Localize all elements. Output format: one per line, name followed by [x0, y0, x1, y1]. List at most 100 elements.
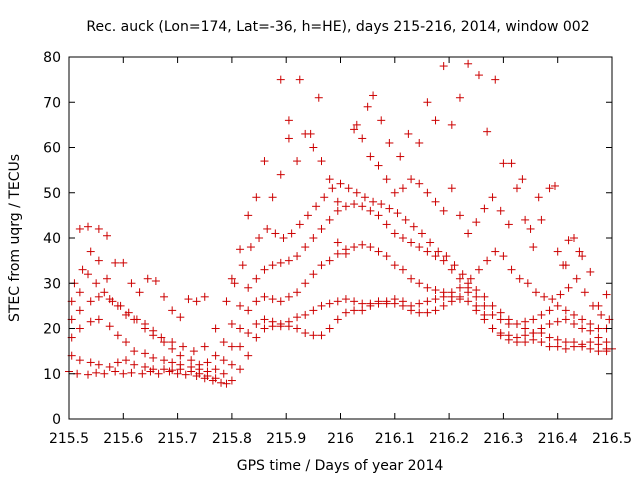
- data-point: [553, 335, 562, 344]
- x-tick-label: 216: [327, 431, 354, 447]
- data-point: [534, 193, 543, 202]
- data-point: [369, 91, 378, 100]
- data-point: [602, 338, 611, 347]
- data-point: [100, 369, 109, 378]
- data-point: [455, 274, 464, 283]
- data-point: [545, 342, 554, 351]
- data-point: [553, 342, 562, 351]
- data-point: [176, 360, 185, 369]
- data-point: [415, 279, 424, 288]
- data-point: [149, 353, 158, 362]
- data-point: [246, 243, 255, 252]
- data-point: [480, 315, 489, 324]
- data-point: [382, 220, 391, 229]
- data-point: [358, 134, 367, 143]
- data-point: [122, 338, 131, 347]
- data-point: [301, 329, 310, 338]
- data-point: [336, 179, 345, 188]
- data-point: [293, 157, 302, 166]
- data-point: [382, 297, 391, 306]
- data-point: [390, 261, 399, 270]
- data-point: [496, 308, 505, 317]
- data-point: [333, 197, 342, 206]
- data-point: [320, 193, 329, 202]
- data-point: [404, 129, 413, 138]
- data-point: [260, 157, 269, 166]
- data-point: [377, 116, 386, 125]
- x-tick-label: 216.1: [375, 431, 415, 447]
- data-point: [84, 370, 93, 379]
- data-point: [168, 366, 177, 375]
- data-point: [160, 365, 169, 374]
- data-point: [472, 306, 481, 315]
- data-point: [94, 315, 103, 324]
- data-point: [553, 301, 562, 310]
- data-point: [545, 333, 554, 342]
- data-point: [499, 252, 508, 261]
- data-point: [366, 152, 375, 161]
- axes: 215.5 215.6 215.7 215.8 215.9 216 216.1 216.2 21…: [43, 50, 632, 447]
- data-point: [94, 256, 103, 265]
- data-point: [222, 297, 231, 306]
- data-point: [127, 279, 136, 288]
- data-point: [227, 319, 236, 328]
- data-point: [301, 243, 310, 252]
- data-point: [466, 274, 475, 283]
- data-point: [564, 236, 573, 245]
- data-point: [472, 218, 481, 227]
- data-point: [325, 256, 334, 265]
- data-point: [325, 324, 334, 333]
- data-point: [293, 324, 302, 333]
- data-point: [244, 351, 253, 360]
- data-point: [586, 326, 595, 335]
- data-point: [244, 283, 253, 292]
- data-point: [578, 252, 587, 261]
- data-point: [358, 306, 367, 315]
- data-point: [390, 188, 399, 197]
- data-point: [135, 288, 144, 297]
- data-point: [385, 204, 394, 213]
- data-point: [512, 184, 521, 193]
- data-point: [569, 338, 578, 347]
- data-point: [374, 297, 383, 306]
- data-point: [317, 301, 326, 310]
- data-point: [374, 211, 383, 220]
- data-point: [569, 234, 578, 242]
- data-point: [423, 188, 432, 197]
- data-point: [92, 368, 101, 377]
- data-point: [578, 324, 587, 333]
- data-point: [160, 356, 169, 365]
- y-tick-label: 40: [43, 231, 61, 247]
- data-point: [491, 75, 500, 84]
- data-point: [553, 247, 562, 256]
- data-point: [268, 261, 277, 270]
- data-point: [458, 270, 467, 279]
- data-point: [447, 120, 456, 129]
- data-point: [431, 295, 440, 304]
- data-point: [84, 222, 93, 231]
- data-point: [447, 292, 456, 301]
- data-point: [594, 301, 603, 310]
- data-point: [398, 184, 407, 193]
- data-point: [350, 297, 359, 306]
- data-point: [401, 215, 410, 224]
- data-point: [382, 175, 391, 184]
- data-point: [187, 356, 196, 365]
- data-point: [306, 129, 315, 138]
- data-point: [350, 125, 359, 134]
- data-point: [105, 362, 114, 371]
- data-point: [393, 209, 402, 218]
- data-point: [366, 243, 375, 252]
- x-tick-label: 215.6: [103, 431, 143, 447]
- data-point: [450, 261, 459, 270]
- x-tick-label: 216.2: [429, 431, 469, 447]
- data-point: [284, 134, 293, 143]
- data-point: [236, 365, 245, 374]
- data-point: [268, 295, 277, 304]
- data-point: [260, 324, 269, 333]
- data-point: [572, 274, 581, 283]
- data-point: [350, 243, 359, 252]
- data-point: [483, 127, 492, 136]
- data-point: [455, 295, 464, 304]
